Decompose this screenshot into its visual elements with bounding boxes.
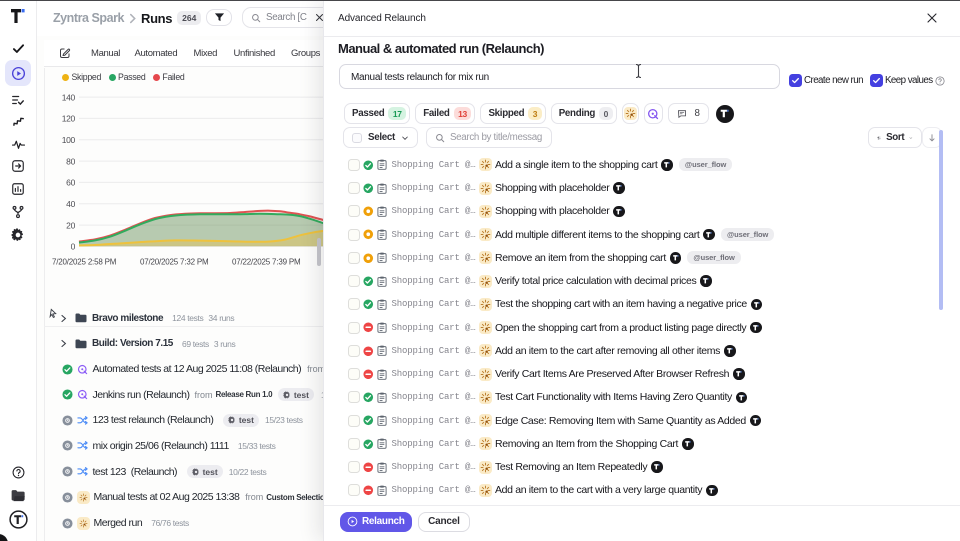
svg-text:07/22/2025 7:39 PM: 07/22/2025 7:39 PM xyxy=(232,258,301,267)
svg-text:0: 0 xyxy=(71,242,76,252)
svg-text:20: 20 xyxy=(66,220,75,230)
svg-text:7/20/2025 2:58 PM: 7/20/2025 2:58 PM xyxy=(52,258,117,267)
svg-text:60: 60 xyxy=(66,178,75,188)
svg-text:120: 120 xyxy=(62,114,76,124)
svg-text:100: 100 xyxy=(62,135,76,145)
svg-text:07/20/2025 7:32 PM: 07/20/2025 7:32 PM xyxy=(140,258,209,267)
svg-text:80: 80 xyxy=(66,156,75,166)
svg-text:40: 40 xyxy=(66,199,75,209)
svg-text:140: 140 xyxy=(62,92,76,102)
